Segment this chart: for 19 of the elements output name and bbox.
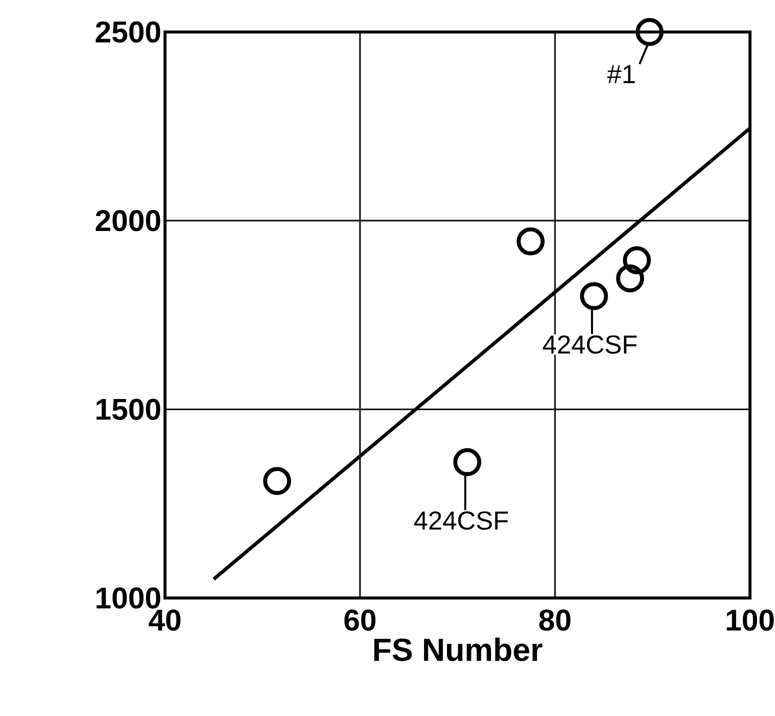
point (453, 448, 482, 476)
point (580, 282, 608, 310)
x-tick-label: 100 (726, 610, 774, 631)
annotation: 424CSF (542, 335, 637, 354)
x-tick-label: 60 (344, 610, 376, 631)
y-tick-label: 1000 (96, 587, 160, 609)
point (516, 227, 545, 256)
y-tick-label: 1500 (96, 398, 160, 420)
point (616, 264, 644, 292)
point (622, 246, 651, 274)
y-tick-label: 2500 (96, 21, 160, 43)
point (263, 467, 292, 496)
x-tick-label: 80 (539, 610, 570, 631)
x-axis-title: FS Number (374, 638, 542, 662)
point (636, 18, 664, 46)
annotation: #1 (607, 65, 635, 84)
x-tick-label: 40 (148, 610, 180, 631)
y-tick-label: 2000 (96, 210, 160, 232)
annotation: 424CSF (414, 511, 508, 530)
